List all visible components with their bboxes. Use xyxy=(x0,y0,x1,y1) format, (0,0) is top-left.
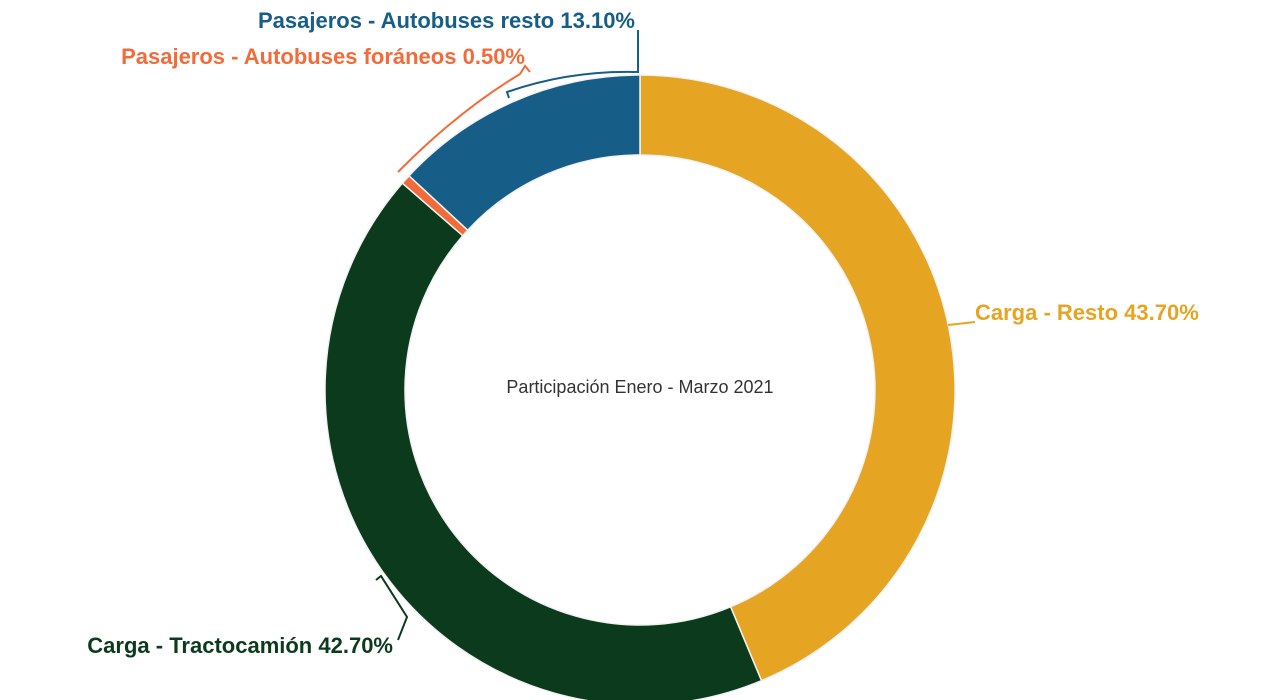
data-label: Carga - Resto 43.70% xyxy=(975,300,1199,325)
data-label: Pasajeros - Autobuses foráneos 0.50% xyxy=(121,44,525,69)
leader-line xyxy=(375,574,409,641)
label-value: 42.70% xyxy=(318,633,393,658)
slice xyxy=(324,182,763,700)
center-title: Participación Enero - Marzo 2021 xyxy=(506,377,773,397)
leader-line xyxy=(397,64,531,173)
slice xyxy=(639,74,956,682)
label-name: Carga - Tractocamión xyxy=(87,633,312,658)
leader-line xyxy=(505,30,639,99)
label-name: Pasajeros - Autobuses resto xyxy=(258,8,554,33)
leader-line xyxy=(947,321,976,326)
data-label: Pasajeros - Autobuses resto 13.10% xyxy=(258,8,635,33)
label-value: 43.70% xyxy=(1124,300,1199,325)
slices xyxy=(324,74,956,700)
data-label: Carga - Tractocamión 42.70% xyxy=(87,633,393,658)
slice xyxy=(407,74,641,232)
label-name: Pasajeros - Autobuses foráneos xyxy=(121,44,456,69)
label-name: Carga - Resto xyxy=(975,300,1118,325)
label-value: 13.10% xyxy=(560,8,635,33)
label-value: 0.50% xyxy=(463,44,525,69)
